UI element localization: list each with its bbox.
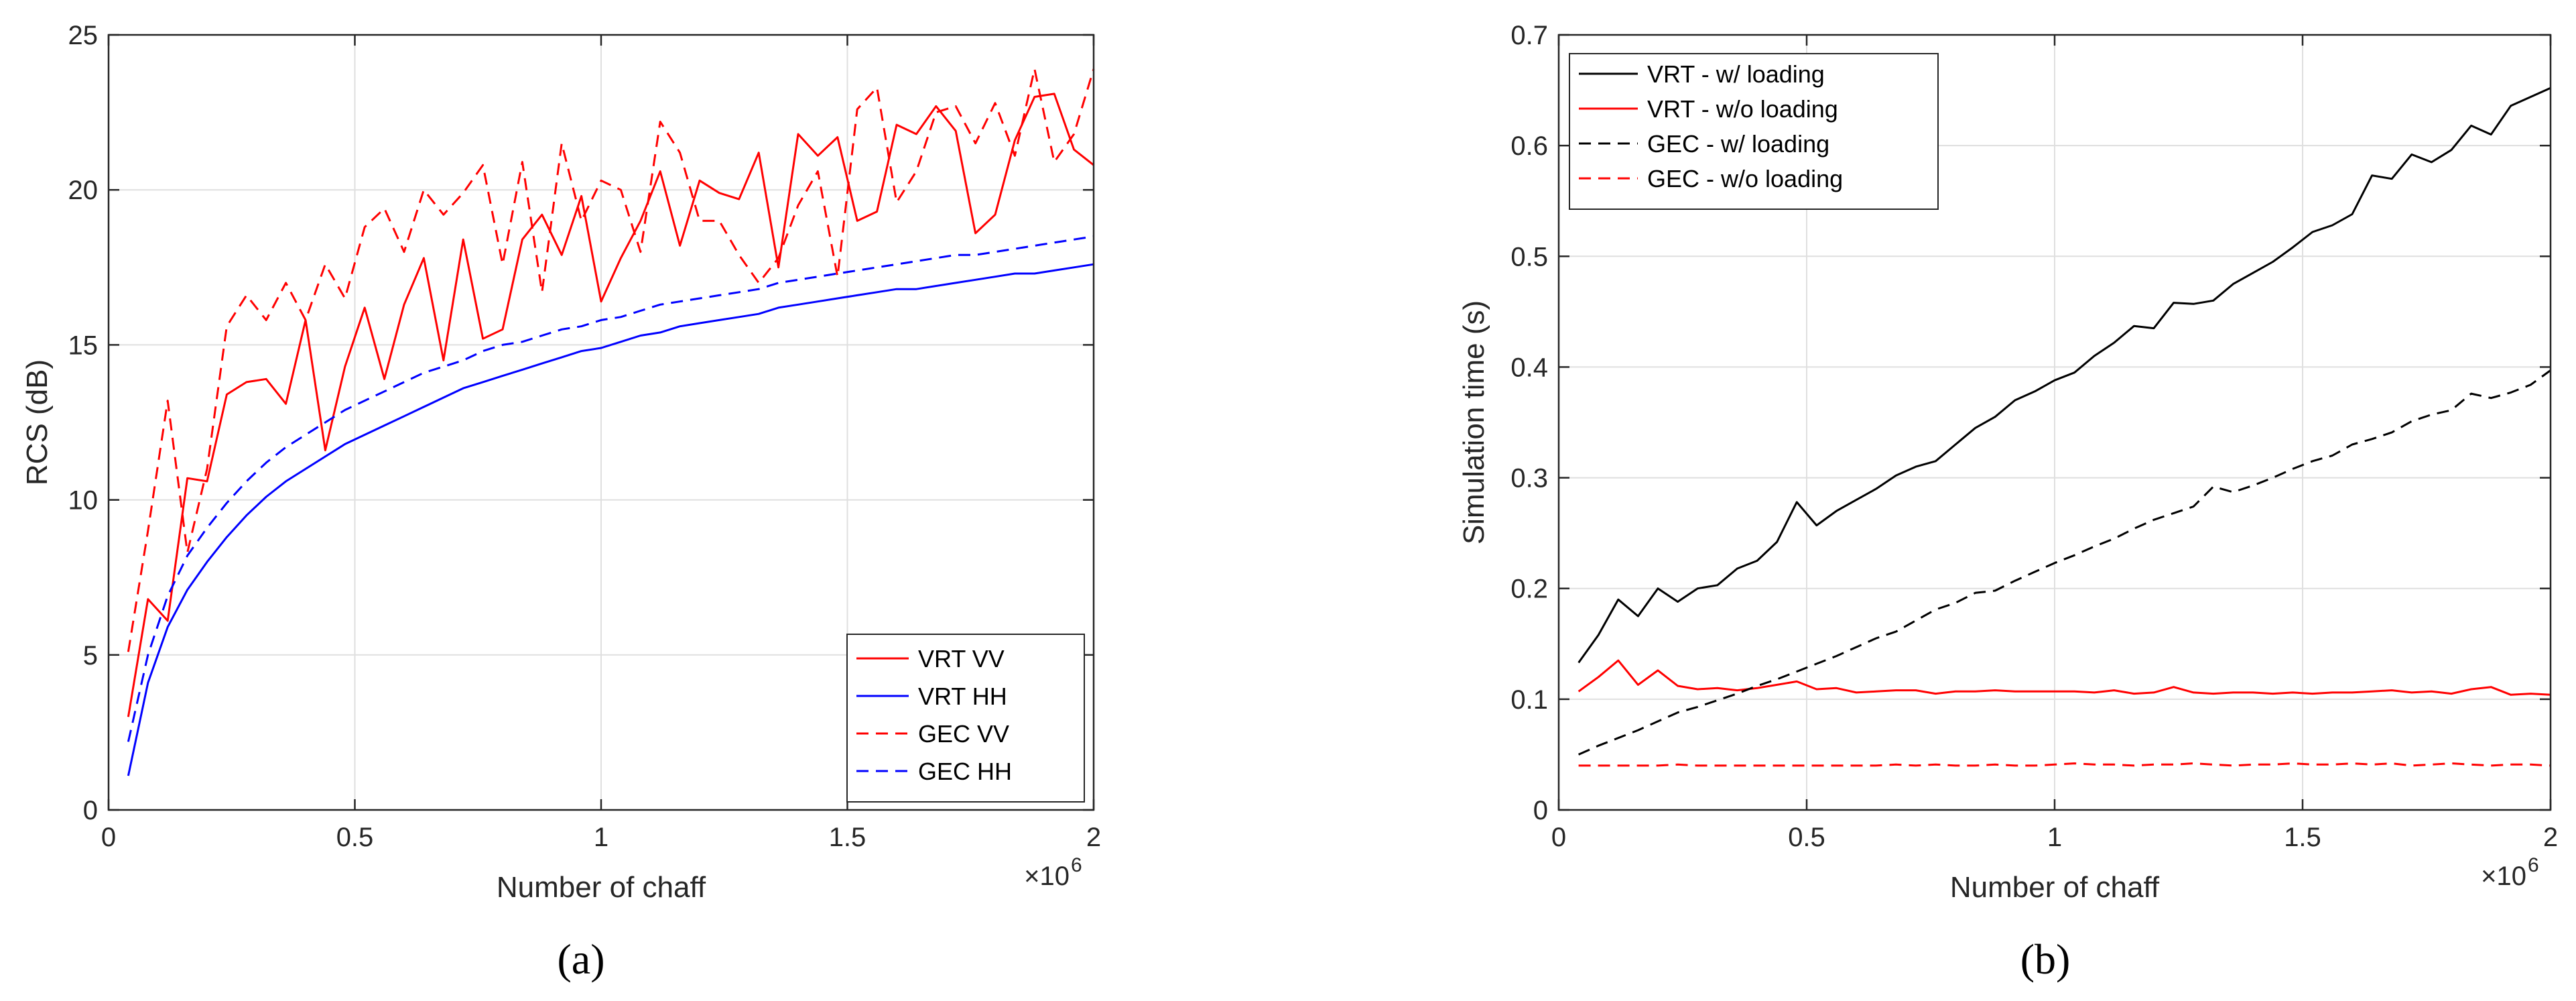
series-line-a-3 <box>127 68 1095 652</box>
legend-label-b-3: GEC - w/ loading <box>1647 130 1829 158</box>
y-tick-label-a: 20 <box>68 176 99 205</box>
legend-label-b-4: GEC - w/o loading <box>1647 165 1843 192</box>
series-line-a-2 <box>127 263 1094 776</box>
y-tick-label-b: 0.7 <box>1510 21 1548 50</box>
series-line-b-1 <box>1577 86 2551 664</box>
x-tick-label-a: 1 <box>594 823 608 852</box>
legend-label-b-1: VRT - w/ loading <box>1647 60 1825 88</box>
y-tick-label-a: 5 <box>83 641 98 670</box>
legend-box-a <box>846 634 1085 803</box>
x-tick-label-b: 2 <box>2543 823 2558 852</box>
x-multiplier-b: ×10 <box>2481 862 2526 891</box>
legend-box-b <box>1569 53 1939 210</box>
x-multiplier-exponent-a: 6 <box>1071 854 1082 876</box>
y-tick-label-a: 0 <box>83 796 98 825</box>
y-tick-label-b: 0 <box>1533 796 1548 825</box>
series-line-b-4 <box>1578 762 2551 767</box>
legend-label-b-2: VRT - w/o loading <box>1647 95 1838 123</box>
x-tick-label-b: 1.5 <box>2284 823 2321 852</box>
series-line-a-1 <box>127 93 1094 717</box>
y-tick-label-a: 25 <box>68 21 99 50</box>
x-tick-label-a: 2 <box>1086 823 1101 852</box>
y-tick-label-b: 0.1 <box>1510 685 1548 715</box>
chart-b-simulation-time: 0 0.5 1 1.5 2 0 0.1 0.2 0.3 0.4 0.5 0.6 0.7 ×10 6 Numbe… <box>1458 21 2558 904</box>
legend-label-a-2: VRT HH <box>918 683 1007 710</box>
x-tick-label-b: 0 <box>1551 823 1566 852</box>
x-axis-label-a: Number of chaff <box>497 871 706 904</box>
y-tick-label-b: 0.4 <box>1510 353 1548 382</box>
panel-label-b: (b) <box>2020 935 2071 983</box>
series-line-b-2 <box>1577 659 2551 696</box>
y-axis-label-b: Simulation time (s) <box>1458 300 1490 544</box>
y-tick-label-b: 0.6 <box>1510 131 1548 161</box>
y-tick-label-b: 0.3 <box>1510 464 1548 493</box>
legend-label-a-1: VRT VV <box>918 645 1005 672</box>
x-tick-label-b: 1 <box>2047 823 2062 852</box>
y-axis-label-a: RCS (dB) <box>21 359 54 485</box>
y-tick-label-a: 10 <box>68 486 99 516</box>
legend-label-a-3: GEC VV <box>918 720 1009 748</box>
x-tick-label-b: 0.5 <box>1788 823 1825 852</box>
x-multiplier-exponent-b: 6 <box>2528 854 2539 876</box>
y-tick-label-b: 0.2 <box>1510 575 1548 604</box>
x-axis-label-b: Number of chaff <box>1950 871 2160 904</box>
y-tick-label-b: 0.5 <box>1510 242 1548 272</box>
panel-label-a: (a) <box>557 935 604 983</box>
legend-label-a-4: GEC HH <box>918 758 1012 785</box>
x-tick-label-a: 1.5 <box>829 823 866 852</box>
x-tick-label-a: 0.5 <box>336 823 374 852</box>
series-line-b-3 <box>1577 369 2551 756</box>
x-tick-label-a: 0 <box>101 823 116 852</box>
x-multiplier-a: ×10 <box>1024 862 1070 891</box>
y-tick-label-a: 15 <box>68 331 99 360</box>
